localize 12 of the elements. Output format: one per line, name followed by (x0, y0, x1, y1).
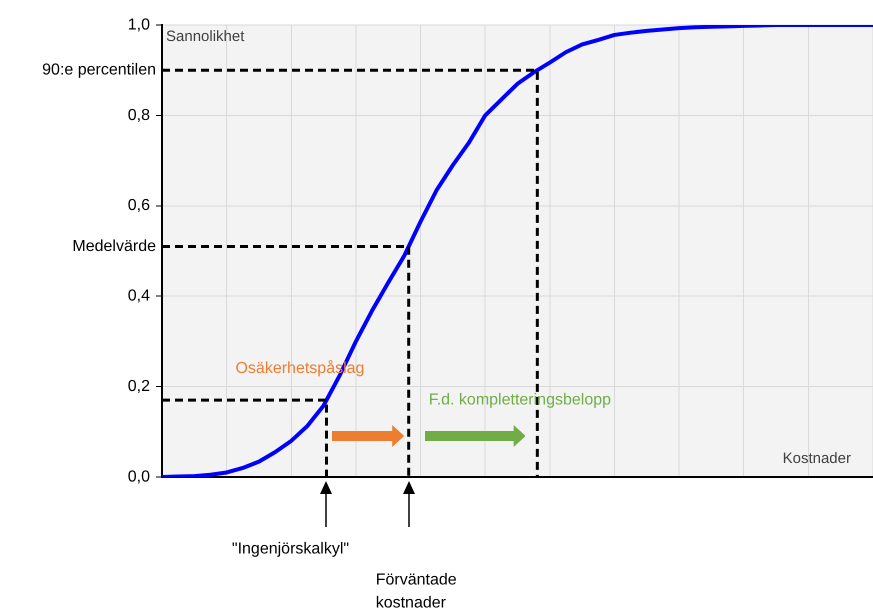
y-tick-label: 0,0 (128, 468, 150, 486)
y-tick-label: 0,4 (128, 288, 150, 305)
y-tick-label: 0,2 (128, 378, 150, 396)
ref-line-label: 90:e percentilen (42, 62, 156, 79)
text: Förväntade kostnader (376, 571, 457, 612)
text: "Ingenjörskalkyl" (232, 540, 350, 558)
ref-line-label: Medelvärde (72, 238, 156, 255)
y-axis-title: Sannolikhet (166, 28, 246, 46)
y-tick-label: 1,0 (128, 16, 150, 34)
y-tick-label: 0,6 (128, 197, 150, 214)
y-tick-label: 0,8 (128, 106, 150, 124)
x-axis-title: Kostnader (782, 450, 851, 468)
